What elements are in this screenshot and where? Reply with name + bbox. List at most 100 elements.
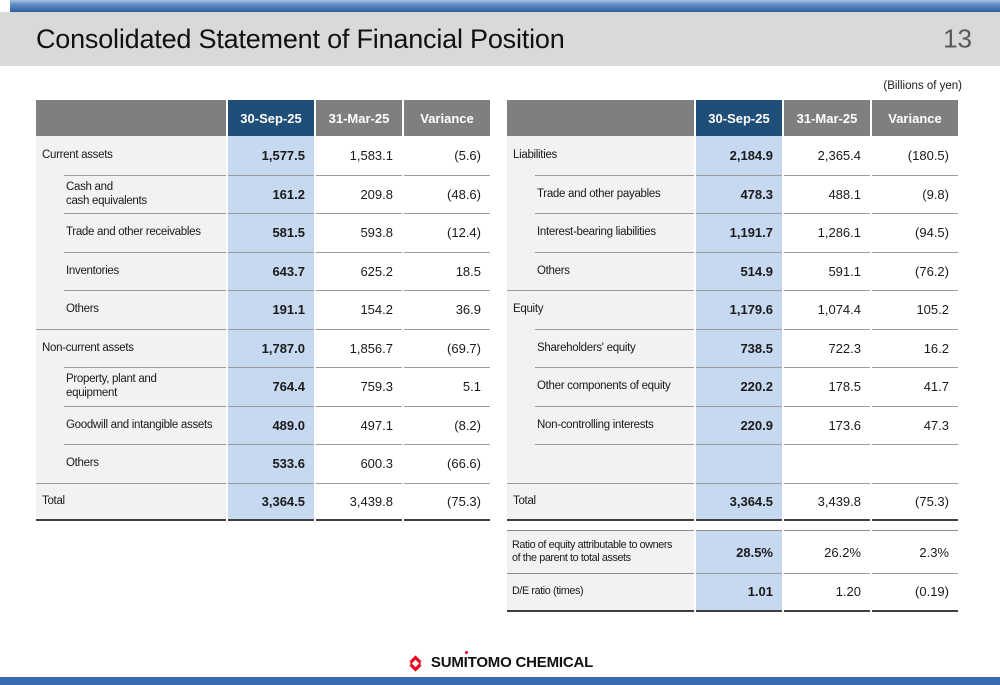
value-31-mar-25: 497.1 [316, 405, 402, 444]
table-row: Other components of equity 220.2 178.5 41.7 [507, 367, 958, 406]
footer: SUMITOMO CHEMICAL [0, 651, 1000, 672]
value-variance: 2.3% [872, 530, 958, 573]
row-label: D/E ratio (times) [507, 573, 694, 612]
value-30-sep-25: 161.2 [228, 174, 314, 213]
row-label: Property, plant and equipment [36, 367, 226, 406]
row-label: Equity [507, 290, 694, 329]
value-31-mar-25: 722.3 [784, 328, 870, 367]
table-row: Inventories 643.7 625.2 18.5 [36, 251, 490, 290]
value-31-mar-25: 600.3 [316, 444, 402, 483]
row-label: Liabilities [507, 136, 694, 175]
liabilities-header-row: 30-Sep-25 31-Mar-25 Variance [507, 100, 958, 136]
value-31-mar-25: 759.3 [316, 367, 402, 406]
row-label: Trade and other payables [507, 174, 694, 213]
value-variance [872, 444, 958, 483]
row-label: Others [36, 290, 226, 329]
table-row: Non-current assets 1,787.0 1,856.7 (69.7) [36, 328, 490, 367]
value-31-mar-25: 1.20 [784, 573, 870, 612]
table-row: Total 3,364.5 3,439.8 (75.3) [36, 482, 490, 521]
value-variance: (8.2) [404, 405, 490, 444]
header-col-31-mar-25: 31-Mar-25 [784, 100, 870, 136]
value-variance: (5.6) [404, 136, 490, 175]
value-30-sep-25: 1,577.5 [228, 136, 314, 175]
brand-red-dot [464, 651, 468, 654]
value-variance: (69.7) [404, 328, 490, 367]
value-31-mar-25: 1,856.7 [316, 328, 402, 367]
value-variance: (180.5) [872, 136, 958, 175]
value-30-sep-25: 581.5 [228, 213, 314, 252]
value-31-mar-25: 488.1 [784, 174, 870, 213]
value-31-mar-25: 173.6 [784, 405, 870, 444]
value-30-sep-25: 3,364.5 [228, 482, 314, 521]
value-30-sep-25: 478.3 [696, 174, 782, 213]
value-variance: 16.2 [872, 328, 958, 367]
value-31-mar-25: 625.2 [316, 251, 402, 290]
value-31-mar-25: 1,583.1 [316, 136, 402, 175]
value-31-mar-25 [784, 444, 870, 483]
value-30-sep-25: 1,191.7 [696, 213, 782, 252]
value-30-sep-25: 489.0 [228, 405, 314, 444]
value-variance: (94.5) [872, 213, 958, 252]
value-variance: 18.5 [404, 251, 490, 290]
header-blank-cell [507, 100, 694, 136]
value-variance: (76.2) [872, 251, 958, 290]
ratios-table: Ratio of equity attributable to owners o… [505, 530, 960, 612]
row-label: Current assets [36, 136, 226, 175]
row-label: Goodwill and intangible assets [36, 405, 226, 444]
table-row: D/E ratio (times) 1.01 1.20 (0.19) [507, 573, 958, 612]
brand-logotype: SUMITOMO CHEMICAL [430, 651, 594, 672]
value-31-mar-25: 209.8 [316, 174, 402, 213]
value-30-sep-25: 1,787.0 [228, 328, 314, 367]
value-30-sep-25: 533.6 [228, 444, 314, 483]
page-title: Consolidated Statement of Financial Posi… [36, 23, 565, 54]
value-variance: 5.1 [404, 367, 490, 406]
value-variance: 105.2 [872, 290, 958, 329]
value-31-mar-25: 26.2% [784, 530, 870, 573]
header-col-30-sep-25: 30-Sep-25 [228, 100, 314, 136]
header-blank-cell [36, 100, 226, 136]
brand-text: SUMITOMO CHEMICAL [430, 654, 594, 671]
table-row: Shareholders' equity 738.5 722.3 16.2 [507, 328, 958, 367]
value-31-mar-25: 3,439.8 [784, 482, 870, 521]
value-variance: (75.3) [872, 482, 958, 521]
value-31-mar-25: 1,286.1 [784, 213, 870, 252]
value-variance: 36.9 [404, 290, 490, 329]
row-label: Non-current assets [36, 328, 226, 367]
value-31-mar-25: 2,365.4 [784, 136, 870, 175]
row-label: Inventories [36, 251, 226, 290]
table-row: Trade and other receivables 581.5 593.8 (12… [36, 213, 490, 252]
value-30-sep-25: 191.1 [228, 290, 314, 329]
value-31-mar-25: 154.2 [316, 290, 402, 329]
value-30-sep-25 [696, 444, 782, 483]
value-variance: 41.7 [872, 367, 958, 406]
row-label: Ratio of equity attributable to owners o… [507, 530, 694, 573]
row-label: Cash and cash equivalents [36, 174, 226, 213]
value-variance: (12.4) [404, 213, 490, 252]
value-variance: 47.3 [872, 405, 958, 444]
liabilities-equity-table: 30-Sep-25 31-Mar-25 Variance Liabilities… [505, 100, 960, 521]
value-variance: (0.19) [872, 573, 958, 612]
row-label: Total [36, 482, 226, 521]
title-band: Consolidated Statement of Financial Posi… [0, 12, 1000, 66]
value-variance: (66.6) [404, 444, 490, 483]
table-row: Liabilities 2,184.9 2,365.4 (180.5) [507, 136, 958, 175]
table-row [507, 444, 958, 483]
header-col-30-sep-25: 30-Sep-25 [696, 100, 782, 136]
table-row: Cash and cash equivalents 161.2 209.8 (48.6… [36, 174, 490, 213]
units-note: (Billions of yen) [883, 80, 962, 92]
table-row: Others 533.6 600.3 (66.6) [36, 444, 490, 483]
row-label: Trade and other receivables [36, 213, 226, 252]
row-label: Total [507, 482, 694, 521]
value-variance: (48.6) [404, 174, 490, 213]
value-variance: (75.3) [404, 482, 490, 521]
value-30-sep-25: 738.5 [696, 328, 782, 367]
table-row: Interest-bearing liabilities 1,191.7 1,286… [507, 213, 958, 252]
row-label: Others [507, 251, 694, 290]
value-30-sep-25: 514.9 [696, 251, 782, 290]
row-label: Other components of equity [507, 367, 694, 406]
value-30-sep-25: 28.5% [696, 530, 782, 573]
value-31-mar-25: 178.5 [784, 367, 870, 406]
value-30-sep-25: 220.9 [696, 405, 782, 444]
right-column: 30-Sep-25 31-Mar-25 Variance Liabilities… [505, 100, 960, 612]
